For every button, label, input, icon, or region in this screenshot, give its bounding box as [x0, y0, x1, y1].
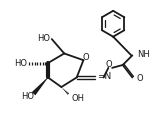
Text: NH: NH [137, 50, 150, 59]
Text: OH: OH [72, 94, 85, 103]
Text: HO: HO [38, 34, 51, 43]
Text: O: O [106, 61, 113, 70]
Text: O: O [82, 53, 89, 62]
Polygon shape [32, 77, 48, 95]
Text: O: O [136, 74, 143, 83]
Text: =N: =N [97, 72, 111, 81]
Text: HO: HO [21, 92, 34, 101]
Text: HO: HO [14, 59, 27, 68]
